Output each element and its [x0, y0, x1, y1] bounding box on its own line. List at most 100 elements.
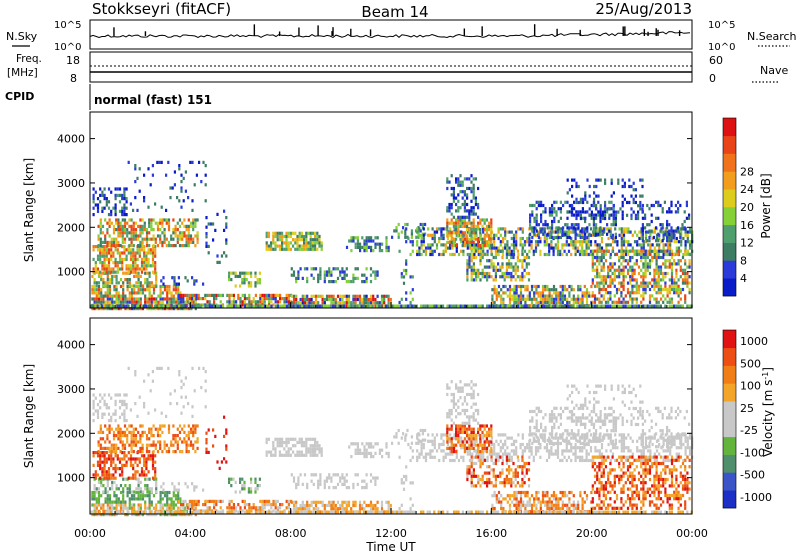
power-cell [135, 274, 138, 278]
power-cell [356, 245, 359, 249]
power-cell [543, 230, 546, 234]
velocity-cell [159, 427, 162, 431]
power-cell [172, 294, 175, 298]
power-cell [604, 275, 608, 279]
power-cell [523, 255, 526, 260]
power-cell [140, 261, 144, 265]
power-cell [422, 227, 425, 231]
power-cell [640, 268, 643, 272]
velocity-cell [191, 405, 194, 409]
power-cell [684, 243, 687, 247]
power-cell [513, 291, 516, 295]
power-cell [111, 274, 114, 278]
velocity-cell [168, 490, 171, 495]
power-cell [451, 246, 454, 250]
power-cell [183, 224, 186, 228]
power-cell [567, 230, 571, 234]
velocity-cell [145, 443, 149, 447]
power-cell [112, 261, 115, 265]
power-cell [597, 213, 600, 217]
velocity-cell [108, 487, 112, 491]
velocity-cell [97, 440, 100, 444]
velocity-cell [223, 415, 226, 419]
power-cell [532, 304, 535, 308]
velocity-cell [113, 500, 116, 504]
power-cell [598, 300, 601, 304]
power-cell [92, 187, 95, 191]
power-cell [466, 252, 469, 257]
power-cell [506, 246, 509, 250]
power-cell [607, 284, 610, 288]
power-cell [503, 304, 506, 308]
power-cell [544, 219, 547, 224]
power-cell [495, 297, 498, 301]
power-cell [640, 304, 643, 308]
velocity-cell [173, 389, 176, 393]
power-cell [686, 275, 689, 279]
power-cell [204, 293, 207, 297]
beam-title: Beam 14 [361, 3, 428, 21]
power-cell [608, 216, 611, 220]
power-cell [517, 227, 520, 231]
power-cell [254, 271, 257, 275]
power-cell [666, 246, 670, 250]
power-cell [336, 294, 340, 298]
power-cell [582, 200, 585, 205]
power-cell [130, 288, 134, 292]
power-cell [448, 202, 451, 207]
power-cell [378, 245, 381, 249]
power-cell [407, 236, 410, 241]
power-cell [604, 200, 607, 205]
power-cell [152, 300, 156, 304]
velocity-cell [261, 499, 264, 503]
power-cell [681, 226, 684, 230]
power-cell [481, 218, 484, 222]
power-cell [668, 232, 671, 236]
power-cell [620, 243, 623, 247]
power-cell [543, 227, 546, 231]
velocity-cell [111, 487, 114, 491]
power-cell [477, 275, 480, 279]
power-cell [508, 300, 512, 305]
velocity-cell [144, 484, 147, 488]
power-cell [256, 281, 259, 285]
power-cell [305, 238, 308, 242]
velocity-cell [117, 503, 120, 507]
velocity-cell [159, 440, 162, 444]
velocity-cell [119, 506, 123, 510]
power-cell [511, 288, 514, 292]
power-cell [150, 297, 153, 301]
power-cell [564, 200, 567, 204]
power-cell [662, 262, 665, 266]
power-cell [290, 304, 293, 308]
power-cell [681, 281, 685, 285]
velocity-cell [125, 403, 128, 407]
power-cell [584, 216, 587, 221]
power-cell [152, 291, 156, 295]
power-cell [101, 190, 104, 194]
power-cell [185, 307, 189, 311]
power-cell [92, 197, 95, 201]
velocity-cell [100, 484, 103, 488]
power-cell [545, 304, 548, 308]
power-cell [640, 300, 643, 304]
power-cell [246, 297, 249, 301]
power-cell [306, 267, 309, 271]
power-cell [347, 297, 351, 302]
power-cell [354, 301, 357, 305]
power-cell [684, 262, 687, 266]
velocity-cell [116, 467, 119, 471]
power-cell [555, 288, 558, 292]
power-cell [118, 209, 122, 213]
power-cell [420, 233, 423, 237]
power-cell [644, 240, 648, 244]
power-cell [405, 227, 408, 231]
velocity-cell [167, 366, 170, 370]
power-cell [178, 234, 182, 238]
velocity-cell [141, 424, 144, 428]
power-cell [535, 223, 538, 227]
power-cell [486, 275, 489, 279]
velocity-cell [99, 446, 102, 450]
velocity-cell [152, 450, 155, 454]
power-cell [668, 252, 671, 256]
